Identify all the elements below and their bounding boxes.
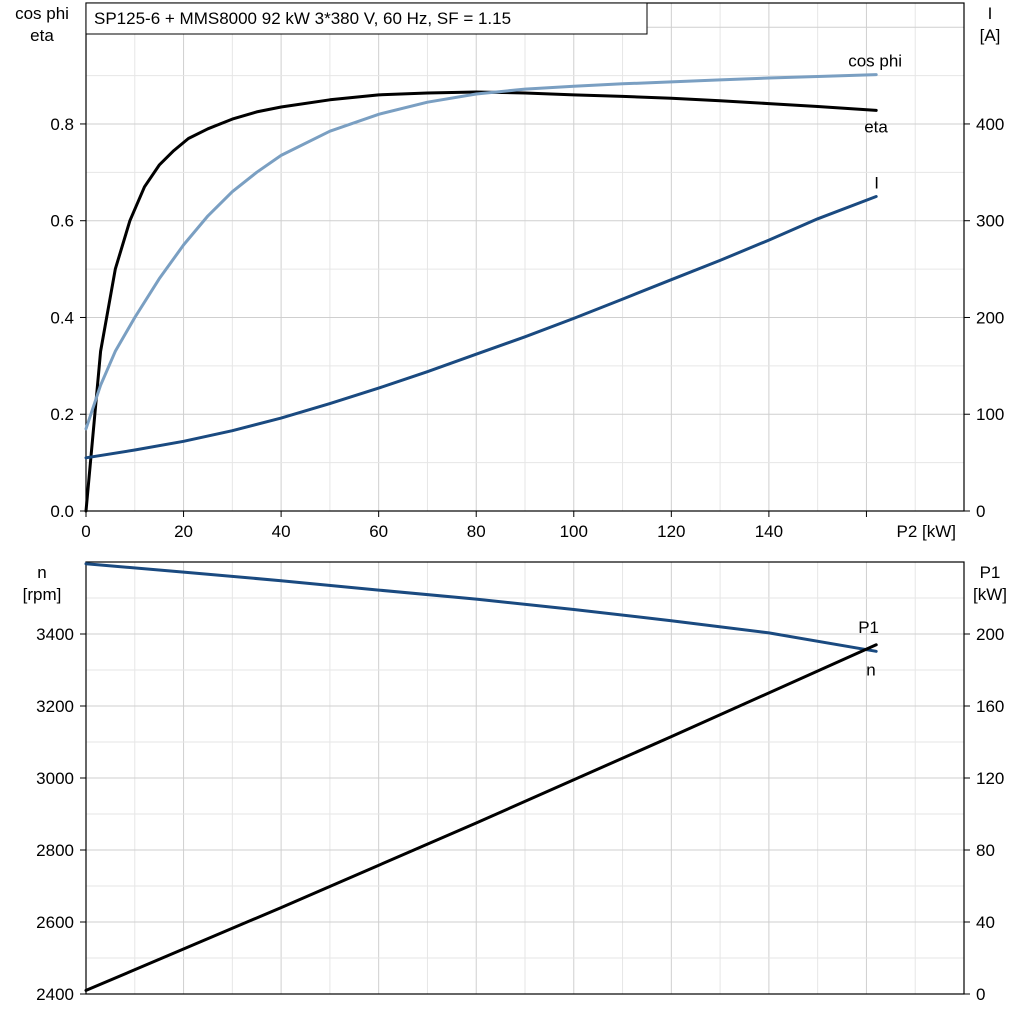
y-left-tick-label: 0.4 [50,308,74,327]
y-left-tick-label: 0.0 [50,502,74,521]
title-frame [85,2,648,35]
y-right-tick-label: 0 [976,502,985,521]
x-tick-label: 120 [657,522,685,541]
title-box: SP125-6 + MMS8000 92 kW 3*380 V, 60 Hz, … [85,2,648,35]
y-right-tick-label: 80 [976,841,995,860]
y-right-tick-label: 160 [976,697,1004,716]
y-right-axis-title: [kW] [973,585,1007,604]
y-left-tick-label: 3000 [36,769,74,788]
x-tick-label: 40 [272,522,291,541]
series-line-P1 [84,643,878,992]
y-left-axis-title: eta [30,26,54,45]
y-right-tick-label: 200 [976,625,1004,644]
x-tick-label: 20 [174,522,193,541]
series-label-P1: P1 [858,618,879,637]
y-left-tick-label: 0.8 [50,115,74,134]
series-line-cos-phi [84,73,878,431]
series-label-n: n [866,660,875,679]
grid-lines [86,3,964,511]
series-line-eta [84,90,878,513]
series-label-I: I [874,174,879,193]
bottom-panel: 2400 2600 2800 3000 3200 3400 0 40 80 120 160 200 n [… [23,561,1007,1004]
y-right-tick-label: 400 [976,115,1004,134]
x-tick-label: 140 [755,522,783,541]
series-label-eta: eta [864,117,888,136]
y-left-axis-title: cos phi [15,4,69,23]
y-left-tick-label: 0.2 [50,405,74,424]
y-left-tick-label: 0.6 [50,212,74,231]
y-right-tick-label: 100 [976,405,1004,424]
x-axis-title: P2 [kW] [896,522,956,541]
y-left-tick-label: 2400 [36,985,74,1004]
y-right-tick-label: 40 [976,913,995,932]
y-left-axis-title: [rpm] [23,585,62,604]
x-tick-label: 60 [369,522,388,541]
y-right-tick-label: 300 [976,212,1004,231]
y-right-axis-title: [A] [980,26,1001,45]
y-left-axis-title: n [37,563,46,582]
grid-lines [86,562,964,994]
y-right-tick-label: 0 [976,985,985,1004]
y-right-axis-title: P1 [980,563,1001,582]
x-tick-label: 0 [81,522,90,541]
y-left-tick-label: 2800 [36,841,74,860]
y-left-tick-label: 3400 [36,625,74,644]
x-tick-label: 100 [560,522,588,541]
y-right-tick-label: 120 [976,769,1004,788]
y-right-axis-title: I [988,4,993,23]
y-right-tick-label: 200 [976,308,1004,327]
y-left-tick-label: 3200 [36,697,74,716]
series-line-I [84,195,878,460]
chart-title: SP125-6 + MMS8000 92 kW 3*380 V, 60 Hz, … [94,9,511,28]
x-tick-label: 80 [467,522,486,541]
top-panel: 0.0 0.2 0.4 0.6 0.8 0 100 200 300 400 0 20 40 60 80 100… [15,2,1004,541]
y-left-tick-label: 2600 [36,913,74,932]
series-line-n [84,562,878,653]
series-label-cos-phi: cos phi [848,52,902,71]
